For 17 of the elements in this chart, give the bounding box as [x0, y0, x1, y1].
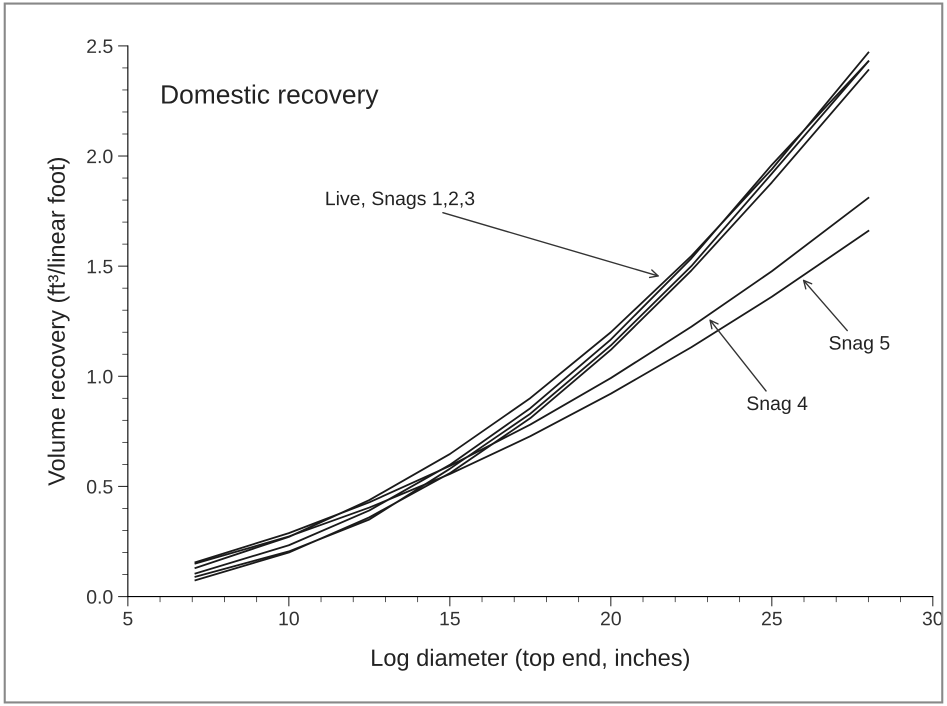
x-axis-title: Log diameter (top end, inches) — [372, 648, 689, 671]
y-tick-label: 2.0 — [87, 149, 113, 164]
annotation: Domestic recovery — [162, 84, 378, 110]
x-tick-label: 10 — [280, 612, 299, 626]
y-axis-title: Volume recovery (ft³/linear foot) — [48, 158, 70, 486]
annotation: Snag 4 — [747, 396, 808, 414]
y-tick-label: 2.5 — [87, 39, 112, 54]
y-tick-label: 1.0 — [88, 370, 113, 384]
y-tick-label: 0.5 — [86, 480, 112, 494]
x-tick-label: 25 — [762, 612, 782, 626]
y-tick-label: 0.0 — [86, 590, 113, 604]
x-tick-label: 20 — [600, 612, 621, 626]
annotation: Snag 5 — [829, 336, 890, 354]
annotation: Live, Snags 1,2,3 — [326, 190, 474, 210]
x-tick-label: 15 — [440, 612, 460, 626]
x-tick-label: 5 — [123, 612, 132, 626]
y-tick-label: 1.5 — [88, 260, 112, 274]
